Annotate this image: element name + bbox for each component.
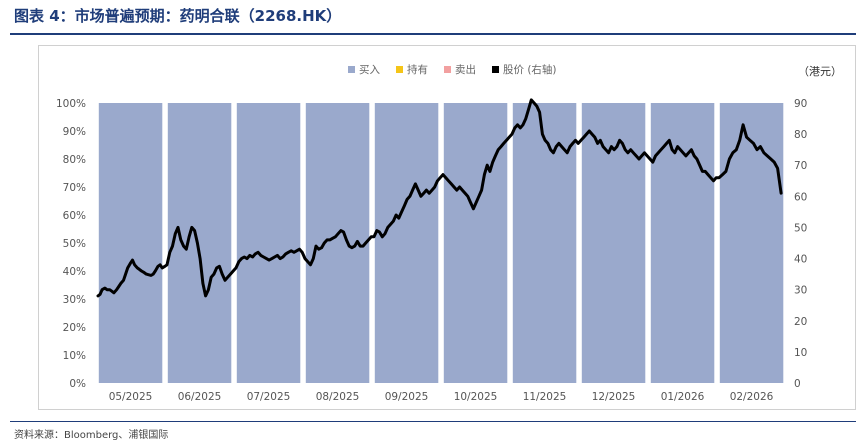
right-tick-label: 50 xyxy=(794,222,807,234)
legend-swatch xyxy=(492,66,499,73)
legend-swatch xyxy=(348,66,355,73)
left-tick-label: 10% xyxy=(63,350,86,362)
left-tick-label: 0% xyxy=(69,378,86,390)
right-tick-label: 10 xyxy=(794,347,807,359)
left-tick-label: 30% xyxy=(63,294,86,306)
legend-label: 股价 (右轴) xyxy=(503,63,557,76)
bar-06/2025-买入 xyxy=(167,103,232,383)
source-note: 资料来源：Bloomberg、浦银国际 xyxy=(14,430,169,441)
right-tick-label: 20 xyxy=(794,316,807,328)
bar-02/2026-买入 xyxy=(719,103,784,383)
x-axis-ticks: 05/2025 06/2025 07/2025 08/2025 09/2025 10/20… xyxy=(109,391,774,403)
legend-swatch xyxy=(396,66,403,73)
left-tick-label: 50% xyxy=(63,238,86,250)
footer-divider xyxy=(10,421,856,422)
right-tick-label: 80 xyxy=(794,129,807,141)
right-tick-label: 0 xyxy=(794,378,801,390)
right-axis-unit: （港元） xyxy=(798,65,842,78)
x-tick-label: 08/2025 xyxy=(316,391,360,403)
bar-11/2025-买入 xyxy=(512,103,577,383)
legend-label: 卖出 xyxy=(455,63,476,76)
left-tick-label: 20% xyxy=(63,322,86,334)
left-tick-label: 40% xyxy=(63,266,86,278)
bar-01/2026-买入 xyxy=(650,103,715,383)
right-tick-label: 30 xyxy=(794,285,807,297)
legend-swatch xyxy=(444,66,451,73)
bar-12/2025-买入 xyxy=(581,103,646,383)
chart-frame xyxy=(38,45,856,410)
x-tick-label: 02/2026 xyxy=(730,391,774,403)
right-tick-label: 70 xyxy=(794,160,807,172)
bar-10/2025-买入 xyxy=(443,103,508,383)
chart-title: 图表 4：市场普遍预期：药明合联（2268.HK） xyxy=(14,7,342,25)
price-series-line xyxy=(96,98,783,298)
bar-05/2025-买入 xyxy=(98,103,163,383)
left-axis-ticks: 0% 10% 20% 30% 40% 50% 60% 70% 80% 90% 100% xyxy=(56,98,86,390)
x-tick-label: 12/2025 xyxy=(592,391,636,403)
bar-09/2025-买入 xyxy=(374,103,439,383)
x-tick-label: 06/2025 xyxy=(178,391,222,403)
left-tick-label: 60% xyxy=(63,210,86,222)
left-tick-label: 100% xyxy=(56,98,86,110)
right-tick-label: 90 xyxy=(794,98,807,110)
legend-label: 买入 xyxy=(359,64,380,76)
bar-07/2025-买入 xyxy=(236,103,301,383)
left-tick-label: 80% xyxy=(63,154,86,166)
x-tick-label: 10/2025 xyxy=(454,391,498,403)
legend-label: 持有 xyxy=(407,63,428,76)
right-axis-ticks: 0 10 20 30 40 50 60 70 80 90 xyxy=(794,98,807,390)
x-tick-label: 07/2025 xyxy=(247,391,291,403)
right-tick-label: 60 xyxy=(794,191,807,203)
right-tick-label: 40 xyxy=(794,254,807,266)
x-tick-label: 09/2025 xyxy=(385,391,429,403)
left-tick-label: 90% xyxy=(63,126,86,138)
rating-bars xyxy=(98,103,784,383)
legend: 买入 持有 卖出 股价 (右轴) xyxy=(348,63,557,76)
x-tick-label: 05/2025 xyxy=(109,391,153,403)
x-tick-label: 11/2025 xyxy=(523,391,567,403)
x-tick-label: 01/2026 xyxy=(661,391,705,403)
left-tick-label: 70% xyxy=(63,182,86,194)
title-divider xyxy=(10,33,856,35)
